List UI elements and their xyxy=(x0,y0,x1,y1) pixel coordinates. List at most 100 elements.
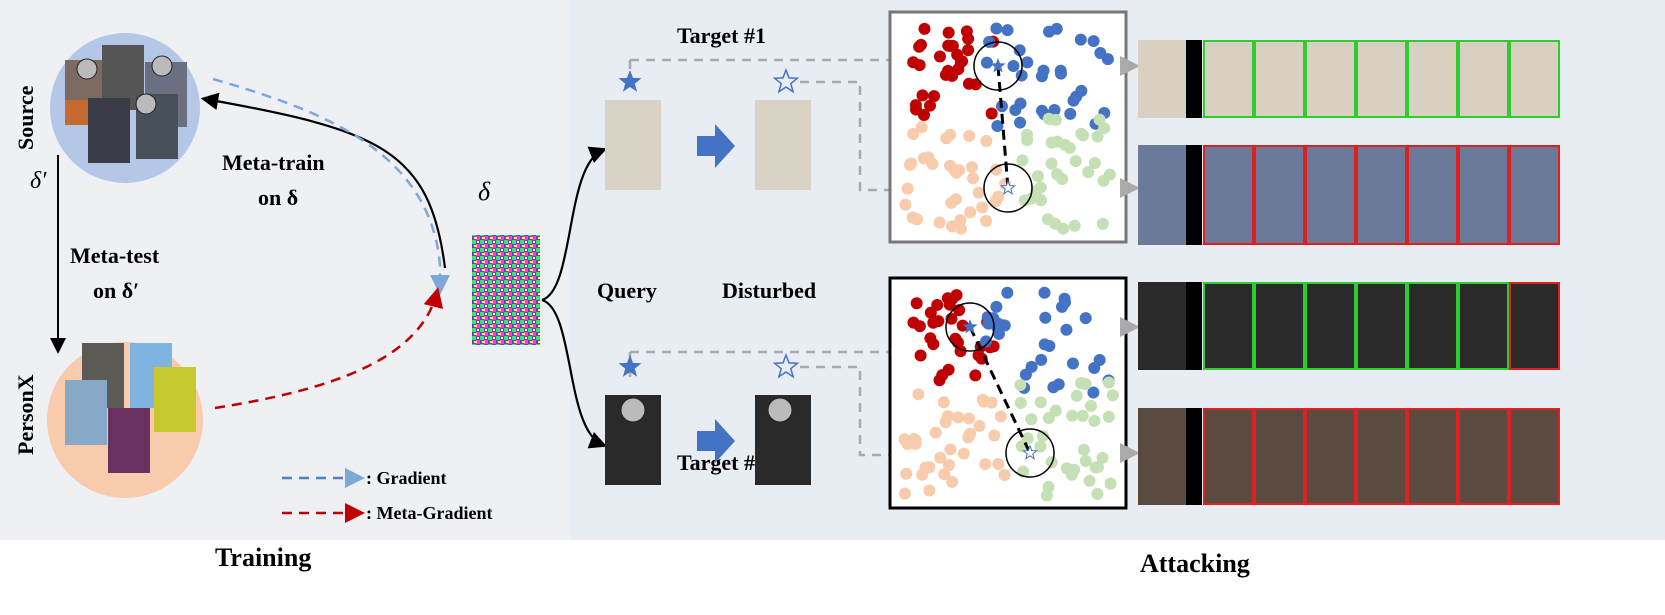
scatter-point xyxy=(910,103,923,116)
separator-bar xyxy=(1186,40,1202,118)
scatter-point xyxy=(1087,35,1100,48)
scatter-point xyxy=(954,222,967,235)
gallery-result-mismatch xyxy=(1407,145,1458,245)
scatter-point xyxy=(1056,300,1069,313)
scatter-point xyxy=(924,99,937,112)
ranking-list xyxy=(1138,282,1560,370)
scatter-point xyxy=(1094,47,1107,60)
face-mask xyxy=(151,55,173,77)
scatter-point xyxy=(962,44,975,57)
scatter-point xyxy=(1048,103,1061,116)
scatter-point xyxy=(923,484,936,497)
ranking-list xyxy=(1138,145,1560,245)
scatter-point xyxy=(1054,67,1067,80)
scatter-point xyxy=(1070,90,1083,103)
scatter-point xyxy=(926,157,939,170)
scatter-point xyxy=(1042,480,1055,493)
scatter-point xyxy=(1102,376,1115,389)
scatter-point xyxy=(962,412,975,425)
legend-gradient-label: : Gradient xyxy=(366,468,447,488)
scatter-point xyxy=(985,396,998,409)
branch-arrow-1 xyxy=(541,146,608,302)
gallery-result-match xyxy=(1458,40,1509,118)
scatter-point xyxy=(938,468,951,481)
face-mask xyxy=(135,93,157,115)
scatter-point xyxy=(985,107,998,120)
person-image xyxy=(154,367,196,432)
gradient-arrow xyxy=(212,77,450,295)
training-title: Training xyxy=(215,543,311,572)
scatter-point xyxy=(969,369,982,382)
gallery-result-match xyxy=(1305,40,1356,118)
scatter-point xyxy=(915,121,928,134)
scatter-point xyxy=(966,161,979,174)
scatter-point xyxy=(964,427,977,440)
scatter-point xyxy=(924,306,937,319)
query-star-icon xyxy=(618,70,642,92)
target1-label: Target #1 xyxy=(677,23,766,48)
scatter-point xyxy=(907,316,920,329)
neighborhood-circle xyxy=(945,302,995,352)
gallery-result-mismatch xyxy=(1458,408,1509,505)
scatter-point xyxy=(939,416,952,429)
scatter-point xyxy=(1096,217,1109,230)
scatter-point xyxy=(963,129,976,142)
scatter-point xyxy=(1079,377,1092,390)
query-label: Query xyxy=(597,278,657,303)
scatter-point xyxy=(910,297,923,310)
ranking-list xyxy=(1138,40,1560,118)
scatter-point xyxy=(1093,354,1106,367)
gallery-result-mismatch xyxy=(1509,145,1560,245)
scatter-point xyxy=(1088,414,1101,427)
gallery-result-mismatch xyxy=(1254,145,1305,245)
scatter-point xyxy=(964,206,977,219)
scatter-point xyxy=(1049,113,1062,126)
scatter-point xyxy=(1034,181,1047,194)
gallery-result-mismatch xyxy=(1458,145,1509,245)
scatter-point xyxy=(1007,60,1020,73)
scatter-point xyxy=(1076,409,1089,422)
scatter-point xyxy=(1074,33,1087,46)
query-thumbnail xyxy=(1138,282,1186,370)
scatter-point xyxy=(933,216,946,229)
scatter-point xyxy=(994,410,1007,423)
scatter-point xyxy=(1047,381,1060,394)
scatter-point xyxy=(918,22,931,35)
scatter-point xyxy=(990,163,1003,176)
feature-shift-line xyxy=(968,326,1032,454)
scatter-point xyxy=(1035,194,1048,207)
scatter-point xyxy=(1096,451,1109,464)
scatter-point xyxy=(1079,312,1092,325)
person-image xyxy=(65,380,107,445)
scatter-point xyxy=(956,319,969,332)
scatter-point xyxy=(989,195,1002,208)
scatter-point xyxy=(916,468,929,481)
scatter-point xyxy=(952,411,965,424)
scatter-point xyxy=(1066,357,1079,370)
gallery-result-mismatch xyxy=(1356,408,1407,505)
gallery-result-mismatch xyxy=(1509,408,1560,505)
scatter-point xyxy=(1088,157,1101,170)
scatter-point xyxy=(956,55,969,68)
scatter-point xyxy=(944,128,957,141)
scatter-point xyxy=(967,172,980,185)
scatter-point xyxy=(928,90,941,103)
gallery-result-match xyxy=(1458,282,1509,370)
meta-test-label-line1: Meta-test xyxy=(70,243,160,268)
meta-gradient-arrow xyxy=(214,287,444,410)
face-mask xyxy=(76,58,98,80)
scatter-point xyxy=(939,68,952,81)
gallery-result-mismatch xyxy=(1509,282,1560,370)
scatter-point xyxy=(1070,389,1083,402)
scatter-point xyxy=(1039,311,1052,324)
scatter-point xyxy=(949,332,962,345)
gallery-result-match xyxy=(1254,40,1305,118)
scatter-point xyxy=(1043,25,1056,38)
scatter-point xyxy=(1036,430,1049,443)
scatter-point xyxy=(1016,154,1029,167)
scatter-point xyxy=(1077,129,1090,142)
scatter-point xyxy=(933,374,946,387)
gallery-result-mismatch xyxy=(1407,408,1458,505)
scatter-point xyxy=(1025,360,1038,373)
scatter-point xyxy=(1106,389,1119,402)
